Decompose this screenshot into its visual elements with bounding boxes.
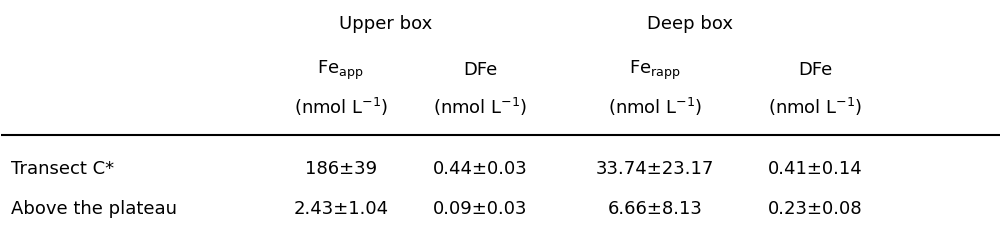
Text: DFe: DFe — [463, 62, 497, 79]
Text: (nmol L$^{-1}$): (nmol L$^{-1}$) — [768, 96, 862, 118]
Text: 0.44±0.03: 0.44±0.03 — [433, 161, 528, 178]
Text: Upper box: Upper box — [339, 15, 432, 33]
Text: (nmol L$^{-1}$): (nmol L$^{-1}$) — [608, 96, 703, 118]
Text: (nmol L$^{-1}$): (nmol L$^{-1}$) — [293, 96, 388, 118]
Text: 6.66±8.13: 6.66±8.13 — [608, 200, 703, 218]
Text: Above the plateau: Above the plateau — [11, 200, 177, 218]
Text: 2.43±1.04: 2.43±1.04 — [293, 200, 388, 218]
Text: Fe$_{\mathrm{rapp}}$: Fe$_{\mathrm{rapp}}$ — [630, 59, 681, 82]
Text: 0.41±0.14: 0.41±0.14 — [768, 161, 862, 178]
Text: Fe$_{\mathrm{app}}$: Fe$_{\mathrm{app}}$ — [317, 59, 364, 82]
Text: DFe: DFe — [798, 62, 832, 79]
Text: 33.74±23.17: 33.74±23.17 — [596, 161, 715, 178]
Text: Transect C*: Transect C* — [11, 161, 114, 178]
Text: 0.23±0.08: 0.23±0.08 — [768, 200, 862, 218]
Text: Deep box: Deep box — [648, 15, 733, 33]
Text: 0.09±0.03: 0.09±0.03 — [433, 200, 528, 218]
Text: (nmol L$^{-1}$): (nmol L$^{-1}$) — [433, 96, 528, 118]
Text: 186±39: 186±39 — [304, 161, 376, 178]
